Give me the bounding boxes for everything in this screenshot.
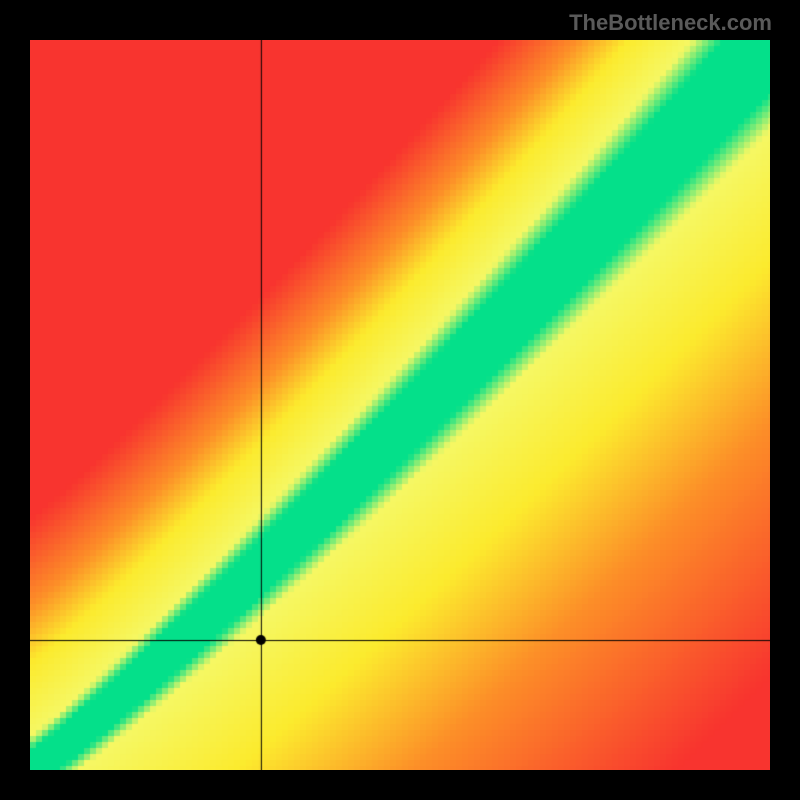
watermark-text: TheBottleneck.com — [569, 10, 772, 36]
bottleneck-heatmap — [30, 40, 770, 770]
chart-container: { "watermark": { "text": "TheBottleneck.… — [0, 0, 800, 800]
